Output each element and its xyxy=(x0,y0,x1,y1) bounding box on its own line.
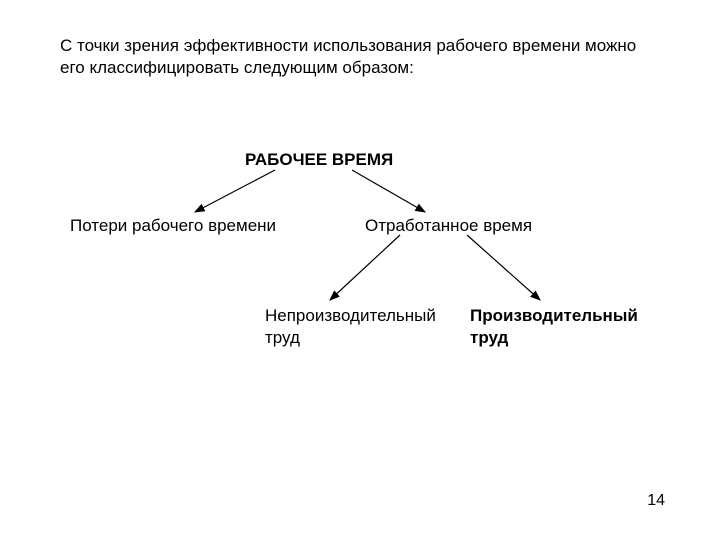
node-worked-time: Отработанное время xyxy=(365,215,615,237)
intro-text: С точки зрения эффективности использован… xyxy=(60,35,665,79)
node-unproductive: Непроизводительный труд xyxy=(265,305,455,349)
edge-worked-unprod xyxy=(330,235,400,300)
edge-root-worked xyxy=(352,170,425,212)
node-productive: Производительный труд xyxy=(470,305,670,349)
node-time-loss: Потери рабочего времени xyxy=(70,215,320,237)
tree-arrows xyxy=(0,0,720,540)
root-node: РАБОЧЕЕ ВРЕМЯ xyxy=(245,150,393,170)
page-number: 14 xyxy=(647,492,665,510)
edge-worked-prod xyxy=(467,235,540,300)
edge-root-loss xyxy=(195,170,275,212)
